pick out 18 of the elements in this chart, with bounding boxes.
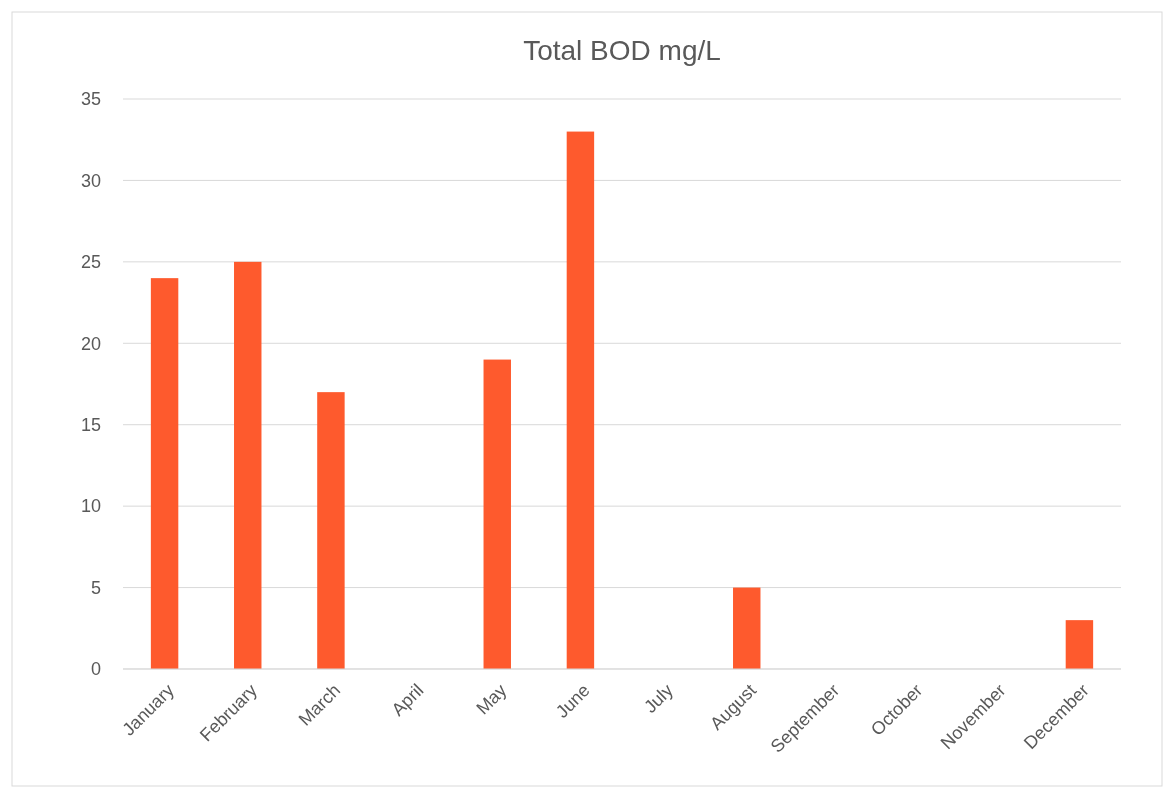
x-tick-label: July	[640, 680, 677, 717]
x-tick-label: May	[472, 680, 511, 719]
chart-title: Total BOD mg/L	[523, 35, 721, 66]
y-tick-label: 15	[80, 415, 101, 436]
bar	[483, 359, 511, 669]
bar	[1065, 620, 1094, 669]
y-tick-label: 0	[90, 659, 101, 680]
bar	[234, 261, 262, 669]
bar	[150, 278, 179, 669]
bar	[566, 131, 595, 669]
y-tick-label: 30	[80, 170, 101, 191]
y-tick-label: 5	[90, 577, 101, 598]
bar	[733, 587, 761, 669]
y-tick-label: 20	[80, 333, 101, 354]
y-tick-label: 10	[80, 496, 101, 517]
bar	[317, 392, 345, 669]
y-tick-label: 35	[80, 89, 101, 110]
y-tick-label: 25	[80, 252, 101, 273]
